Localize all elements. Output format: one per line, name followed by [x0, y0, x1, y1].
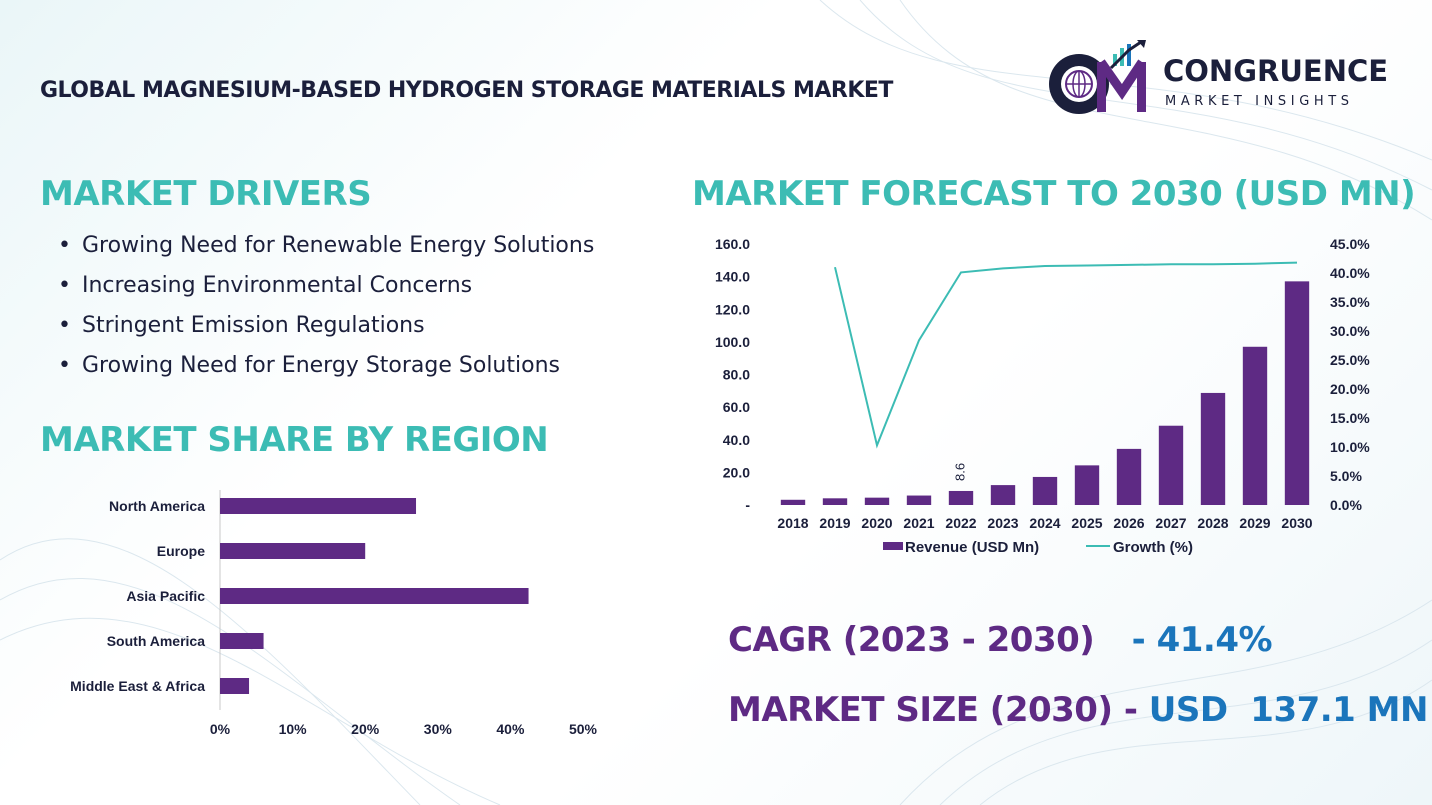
- y-right-tick-label: 10.0%: [1330, 439, 1370, 455]
- x-tick-label: 2028: [1197, 515, 1228, 531]
- y-left-tick-label: 40.0: [723, 432, 750, 448]
- page-title: GLOBAL MAGNESIUM-BASED HYDROGEN STORAGE …: [40, 78, 893, 103]
- bullet-icon: •: [58, 313, 71, 338]
- x-tick-label: 2025: [1071, 515, 1102, 531]
- y-right-tick-label: 35.0%: [1330, 294, 1370, 310]
- x-tick-label: 2030: [1281, 515, 1312, 531]
- revenue-bar: [948, 490, 974, 505]
- revenue-bar: [906, 495, 932, 505]
- y-left-tick-label: 120.0: [715, 301, 750, 317]
- legend-label-growth: Growth (%): [1113, 539, 1193, 556]
- legend-swatch-revenue: [883, 542, 903, 550]
- region-bar: [220, 498, 417, 514]
- list-item: • Increasing Environmental Concerns: [58, 268, 594, 308]
- region-bar: [220, 543, 366, 559]
- x-tick-label: 2026: [1113, 515, 1144, 531]
- y-left-tick-label: 80.0: [723, 367, 750, 383]
- growth-line: [834, 261, 1298, 449]
- x-tick-label: 2029: [1239, 515, 1270, 531]
- x-tick-label: 2018: [777, 515, 808, 531]
- driver-text: Growing Need for Renewable Energy Soluti…: [82, 233, 595, 258]
- y-left-tick-label: -: [745, 497, 750, 513]
- cagr-value: - 41.4%: [1131, 620, 1273, 660]
- y-right-tick-label: 45.0%: [1330, 236, 1370, 252]
- y-left-tick-label: 160.0: [715, 236, 750, 252]
- category-label: South America: [107, 633, 205, 649]
- y-right-tick-label: 20.0%: [1330, 381, 1370, 397]
- x-tick-label: 20%: [351, 721, 380, 737]
- region-heading: MARKET SHARE BY REGION: [40, 420, 549, 460]
- y-left-tick-label: 20.0: [723, 464, 750, 480]
- x-tick-label: 2023: [987, 515, 1018, 531]
- revenue-bar: [1074, 465, 1100, 505]
- x-tick-label: 2020: [861, 515, 892, 531]
- x-tick-label: 30%: [424, 721, 453, 737]
- y-right-tick-label: 5.0%: [1330, 468, 1362, 484]
- drivers-list: • Growing Need for Renewable Energy Solut…: [58, 228, 594, 388]
- x-tick-label: 2027: [1155, 515, 1186, 531]
- forecast-combo-chart: - 20.0 40.0 60.0 80.0 100.0 120.0 140.0 160.0 0.0…: [715, 236, 1370, 556]
- x-tick-label: 40%: [496, 721, 525, 737]
- drivers-heading: MARKET DRIVERS: [40, 174, 372, 214]
- driver-text: Increasing Environmental Concerns: [82, 273, 473, 298]
- x-tick-label: 2022: [945, 515, 976, 531]
- category-label: North America: [109, 498, 205, 514]
- revenue-bar: [1242, 346, 1268, 505]
- x-tick-label: 10%: [279, 721, 308, 737]
- y-right-tick-label: 30.0%: [1330, 323, 1370, 339]
- y-left-tick-label: 100.0: [715, 334, 750, 350]
- revenue-bar: [1158, 425, 1184, 505]
- market-size-label: MARKET SIZE (2030) -: [728, 690, 1138, 730]
- market-size-value: USD 137.1 MN: [1148, 690, 1429, 730]
- category-label: Europe: [157, 543, 205, 559]
- revenue-bar: [1284, 281, 1310, 505]
- revenue-bar: [780, 499, 806, 505]
- x-tick-label: 0%: [210, 721, 231, 737]
- revenue-bar: [1200, 392, 1226, 505]
- bullet-icon: •: [58, 353, 71, 378]
- logo-name: CONGRUENCE: [1163, 54, 1389, 88]
- x-tick-label: 2019: [819, 515, 850, 531]
- logo: CONGRUENCE MARKET INSIGHTS: [1045, 40, 1405, 118]
- revenue-bar: [990, 485, 1016, 505]
- list-item: • Stringent Emission Regulations: [58, 308, 594, 348]
- driver-text: Growing Need for Energy Storage Solution…: [82, 353, 560, 378]
- x-tick-label: 50%: [569, 721, 598, 737]
- logo-mark-icon: [1049, 40, 1146, 114]
- revenue-bar: [864, 497, 890, 505]
- revenue-bar: [1116, 448, 1142, 505]
- category-label: Asia Pacific: [126, 588, 205, 604]
- bullet-icon: •: [58, 273, 71, 298]
- bullet-icon: •: [58, 233, 71, 258]
- y-right-tick-label: 25.0%: [1330, 352, 1370, 368]
- category-label: Middle East & Africa: [70, 678, 205, 694]
- forecast-heading: MARKET FORECAST TO 2030 (USD MN): [692, 174, 1416, 214]
- cagr-stat: CAGR (2023 - 2030) - 41.4%: [728, 620, 1273, 660]
- legend-label-revenue: Revenue (USD Mn): [905, 539, 1039, 556]
- x-tick-label: 2024: [1029, 515, 1060, 531]
- logo-subtitle: MARKET INSIGHTS: [1165, 94, 1354, 109]
- revenue-bar: [822, 498, 848, 505]
- region-bar: [220, 678, 250, 694]
- revenue-bar: [1032, 476, 1058, 505]
- y-right-tick-label: 40.0%: [1330, 265, 1370, 281]
- x-tick-label: 2021: [903, 515, 934, 531]
- data-label: 8.6: [952, 463, 967, 481]
- y-right-tick-label: 0.0%: [1330, 497, 1362, 513]
- y-right-tick-label: 15.0%: [1330, 410, 1370, 426]
- list-item: • Growing Need for Renewable Energy Solut…: [58, 228, 594, 268]
- y-left-tick-label: 140.0: [715, 269, 750, 285]
- region-bar-chart: North America Europe Asia Pacific South Ame…: [70, 490, 598, 737]
- y-left-tick-label: 60.0: [723, 399, 750, 415]
- market-size-stat: MARKET SIZE (2030) - USD 137.1 MN: [728, 690, 1428, 730]
- region-bar: [220, 633, 264, 649]
- driver-text: Stringent Emission Regulations: [82, 313, 425, 338]
- region-bar: [220, 588, 529, 604]
- list-item: • Growing Need for Energy Storage Solutio…: [58, 348, 594, 388]
- cagr-label: CAGR (2023 - 2030): [728, 620, 1095, 660]
